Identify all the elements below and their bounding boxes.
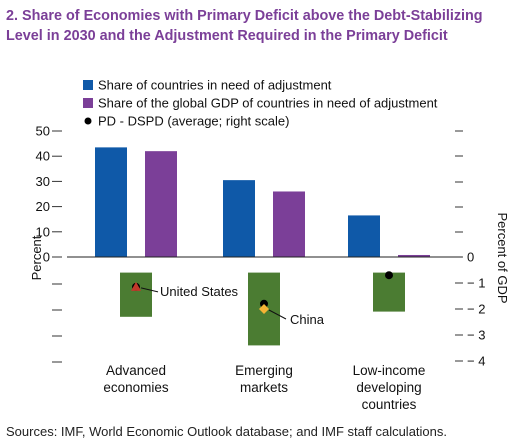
average-marker xyxy=(385,271,393,280)
legend-label-countries: Share of countries in need of adjustment xyxy=(98,78,332,93)
bar-share-gdp xyxy=(145,151,177,257)
legend-swatch-countries xyxy=(83,80,93,90)
left-tick-label: 20 xyxy=(36,199,50,214)
bar-share-gdp xyxy=(273,191,305,257)
bar-share-countries xyxy=(348,215,380,257)
right-tick-label: 0 xyxy=(467,250,474,265)
highlight-marker-us xyxy=(131,281,141,291)
highlight-label-china: China xyxy=(290,312,325,327)
legend-marker-pd-dspd xyxy=(84,117,92,125)
left-tick-label: 0 xyxy=(43,250,50,265)
highlight-leader-china xyxy=(268,309,287,320)
highlight-leader-us xyxy=(140,287,159,293)
legend: Share of countries in need of adjustment… xyxy=(83,78,438,129)
category-label: economies xyxy=(103,380,169,395)
left-tick-label: 30 xyxy=(36,174,50,189)
left-tick-label: 10 xyxy=(36,224,50,239)
bar-share-countries xyxy=(95,147,127,257)
highlight-label-us: United States xyxy=(160,284,239,299)
category-labels: Advanced economies Emerging markets Low-inco… xyxy=(103,363,425,412)
right-tick-label: − 2 xyxy=(467,302,485,317)
legend-label-pd-dspd: PD - DSPD (average; right scale) xyxy=(98,114,289,129)
markers xyxy=(132,271,393,308)
right-tick-label: − 1 xyxy=(467,276,485,291)
category-label: countries xyxy=(362,397,417,412)
left-axis: 50 40 30 20 10 0 xyxy=(36,124,62,363)
y-axis-label-left: Percent xyxy=(29,235,44,280)
bar-share-countries xyxy=(223,180,255,257)
chart-title: 2. Share of Economies with Primary Defic… xyxy=(6,6,511,46)
right-tick-label: − 4 xyxy=(467,354,485,369)
bars xyxy=(95,147,430,257)
bar-share-gdp xyxy=(398,254,430,257)
legend-label-gdp: Share of the global GDP of countries in … xyxy=(98,96,438,111)
chart-title-line-2: Level in 2030 and the Adjustment Require… xyxy=(6,28,448,44)
category-label: Emerging xyxy=(235,363,293,378)
left-tick-label: 50 xyxy=(36,124,50,139)
left-tick-label: 40 xyxy=(36,149,50,164)
category-label: Low-income xyxy=(353,363,426,378)
category-label: Advanced xyxy=(106,363,166,378)
category-label: developing xyxy=(356,380,421,395)
chart-title-line-1: 2. Share of Economies with Primary Defic… xyxy=(6,8,483,24)
right-tick-label: − 3 xyxy=(467,328,485,343)
y-axis-label-right: Percent of GDP xyxy=(495,212,510,303)
average-marker xyxy=(260,299,268,308)
range-bar xyxy=(120,272,152,317)
right-axis: 0 − 1 − 2 − 3 − 4 xyxy=(455,130,485,369)
category-label: markets xyxy=(240,380,288,395)
highlights: United States China xyxy=(131,281,325,327)
legend-swatch-gdp xyxy=(83,98,93,108)
source-note: Sources: IMF, World Economic Outlook dat… xyxy=(6,424,447,439)
highlight-marker-china xyxy=(259,304,269,314)
